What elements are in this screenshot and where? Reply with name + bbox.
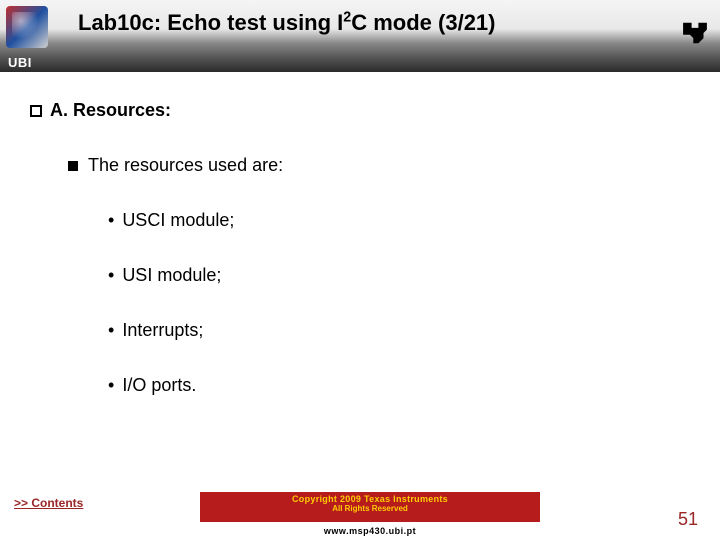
intro-line: The resources used are: — [68, 155, 690, 176]
slide-title: Lab10c: Echo test using I2C mode (3/21) — [78, 10, 496, 36]
list-item: • USCI module; — [108, 210, 690, 231]
list-item: • I/O ports. — [108, 375, 690, 396]
dot-bullet-icon: • — [108, 265, 114, 286]
dot-bullet-icon: • — [108, 320, 114, 341]
slide-body: A. Resources: The resources used are: • U… — [0, 72, 720, 396]
ti-logo-icon — [678, 16, 712, 50]
list-item: • USI module; — [108, 265, 690, 286]
section-heading: A. Resources: — [30, 100, 690, 121]
bullet-text: USI module; — [122, 265, 221, 285]
ubi-badge: UBI — [8, 55, 32, 70]
bullet-text: USCI module; — [122, 210, 234, 230]
copyright-line2: All Rights Reserved — [200, 504, 540, 513]
intro-text: The resources used are: — [88, 155, 283, 175]
copyright-line1: Copyright 2009 Texas Instruments — [200, 494, 540, 504]
title-pre: Lab10c: Echo test using I — [78, 10, 343, 35]
list-item: • Interrupts; — [108, 320, 690, 341]
dot-bullet-icon: • — [108, 210, 114, 231]
contents-link[interactable]: >> Contents — [14, 496, 83, 510]
ubi-crest-logo — [6, 6, 48, 48]
title-post: C mode (3/21) — [351, 10, 495, 35]
page-number: 51 — [678, 509, 698, 530]
bullet-text: I/O ports. — [122, 375, 196, 395]
footer-url: www.msp430.ubi.pt — [200, 526, 540, 536]
section-a-text: A. Resources: — [50, 100, 171, 120]
bullet-text: Interrupts; — [122, 320, 203, 340]
filled-square-bullet-icon — [68, 161, 78, 171]
copyright-band: Copyright 2009 Texas Instruments All Rig… — [200, 492, 540, 522]
slide-header: Lab10c: Echo test using I2C mode (3/21) … — [0, 0, 720, 72]
dot-bullet-icon: • — [108, 375, 114, 396]
hollow-square-bullet-icon — [30, 105, 42, 117]
